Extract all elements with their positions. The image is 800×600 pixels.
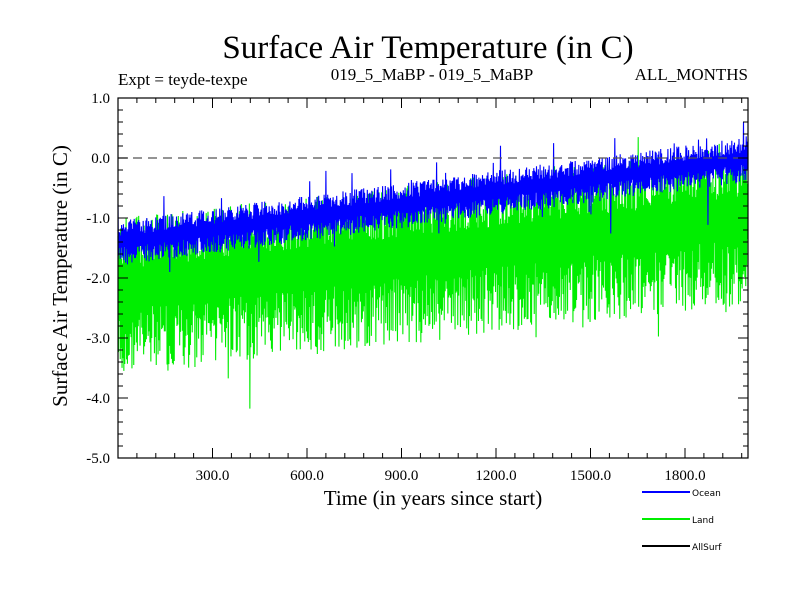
legend: Ocean Land AllSurf <box>642 489 722 553</box>
x-axis-label: Time (in years since start) <box>324 486 543 510</box>
axes-layer: 300.0 600.0 900.0 1200.0 1500.0 1800.0 1.0 0.0 -… <box>86 91 748 484</box>
x-tick-label: 300.0 <box>196 468 230 484</box>
y-tick-label: -5.0 <box>86 451 110 467</box>
legend-label-allsurf: AllSurf <box>692 543 722 553</box>
legend-label-ocean: Ocean <box>692 489 721 499</box>
months-label: ALL_MONTHS <box>635 65 748 84</box>
x-tick-label: 1200.0 <box>475 468 516 484</box>
y-tick-label: 1.0 <box>91 91 110 107</box>
period-label: 019_5_MaBP - 019_5_MaBP <box>331 65 533 84</box>
y-tick-label: -1.0 <box>86 211 110 227</box>
series-layer <box>117 121 749 409</box>
x-tick-label: 900.0 <box>385 468 419 484</box>
y-tick-label: -3.0 <box>86 331 110 347</box>
x-tick-label: 600.0 <box>290 468 324 484</box>
x-tick-label: 1800.0 <box>664 468 705 484</box>
y-tick-label: -4.0 <box>86 391 110 407</box>
y-tick-label: 0.0 <box>91 151 110 167</box>
y-axis-label: Surface Air Temperature (in C) <box>48 145 72 407</box>
x-tick-label: 1500.0 <box>570 468 611 484</box>
experiment-label: Expt = teyde-texpe <box>118 70 247 89</box>
y-tick-label: -2.0 <box>86 271 110 287</box>
legend-label-land: Land <box>692 516 714 526</box>
chart-title: Surface Air Temperature (in C) <box>222 30 633 66</box>
series-line-ocean <box>117 121 749 273</box>
